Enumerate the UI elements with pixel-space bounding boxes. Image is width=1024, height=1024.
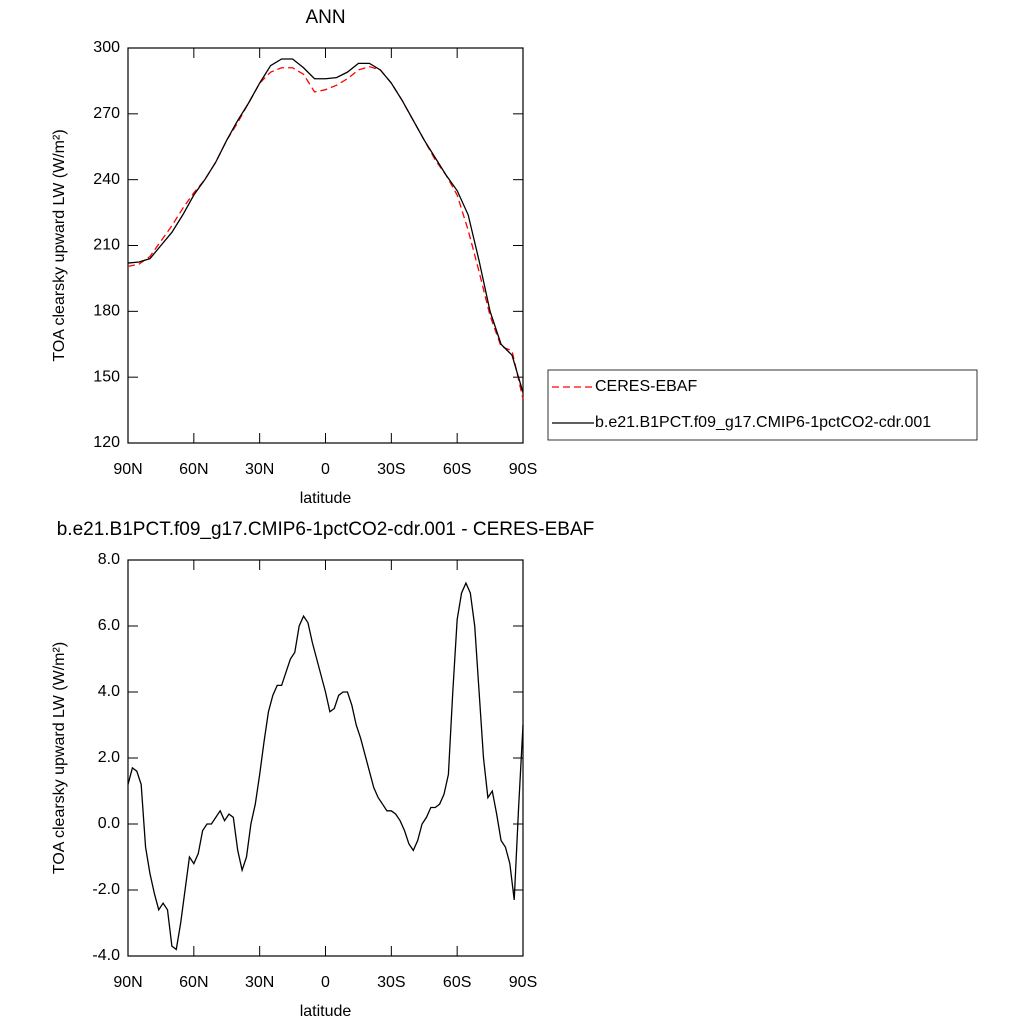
x-tick-label: 30N	[245, 461, 274, 478]
y-tick-label: 240	[93, 171, 120, 188]
x-tick-label: 30S	[377, 461, 405, 478]
y-tick-label: -2.0	[92, 881, 120, 898]
chart-title: b.e21.B1PCT.f09_g17.CMIP6-1pctCO2-cdr.00…	[57, 519, 595, 540]
y-axis-label: TOA clearsky upward LW (W/m²)	[51, 642, 68, 874]
plot-frame	[127, 47, 524, 444]
y-tick-label: 8.0	[98, 551, 120, 568]
x-tick-label: 60S	[443, 461, 471, 478]
x-axis-label: latitude	[300, 1003, 352, 1020]
x-tick-label: 60N	[179, 461, 208, 478]
x-tick-label: 90N	[113, 974, 142, 991]
y-tick-label: 120	[93, 434, 120, 451]
y-axis-label: TOA clearsky upward LW (W/m²)	[51, 129, 68, 361]
data-line	[127, 65, 524, 400]
y-tick-label: 300	[93, 39, 120, 56]
x-tick-label: 0	[321, 974, 330, 991]
x-axis-label: latitude	[300, 490, 352, 507]
y-tick-label: 2.0	[98, 749, 120, 766]
y-tick-label: 270	[93, 105, 120, 122]
y-tick-label: 210	[93, 237, 120, 254]
plot-frame	[127, 559, 524, 957]
legend-box	[547, 369, 978, 441]
legend-label: CERES-EBAF	[595, 378, 697, 395]
x-tick-label: 30S	[377, 974, 405, 991]
x-tick-label: 0	[321, 461, 330, 478]
chart-title: ANN	[305, 7, 345, 28]
y-tick-label: 0.0	[98, 815, 120, 832]
x-tick-label: 90S	[509, 461, 537, 478]
data-line	[127, 58, 524, 393]
x-tick-label: 60N	[179, 974, 208, 991]
y-tick-label: 180	[93, 303, 120, 320]
data-line	[127, 581, 524, 951]
y-tick-label: 150	[93, 368, 120, 385]
legend-label: b.e21.B1PCT.f09_g17.CMIP6-1pctCO2-cdr.00…	[595, 414, 931, 431]
x-tick-label: 60S	[443, 974, 471, 991]
x-tick-label: 30N	[245, 974, 274, 991]
x-tick-label: 90S	[509, 974, 537, 991]
x-tick-label: 90N	[113, 461, 142, 478]
y-tick-label: 4.0	[98, 683, 120, 700]
y-tick-label: 6.0	[98, 617, 120, 634]
y-tick-label: -4.0	[92, 947, 120, 964]
